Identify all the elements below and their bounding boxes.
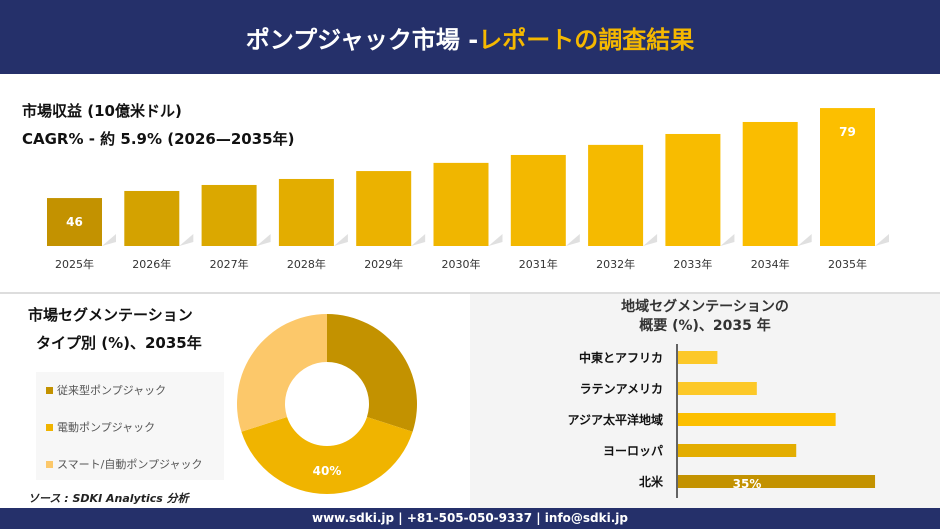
data-label: 40%: [313, 464, 342, 478]
bar-shadow: [102, 234, 116, 246]
footer-contact: www.sdki.jp | +81-505-050-9337 | info@sd…: [0, 508, 940, 529]
donut-slice: [236, 314, 327, 432]
x-tick-label: 2031年: [519, 257, 558, 271]
revenue-title: 市場収益 (10億米ドル): [22, 102, 182, 120]
bar: [47, 198, 102, 246]
bar: [124, 190, 180, 246]
bar-shadow: [875, 234, 889, 246]
x-tick-label: 2025年: [55, 257, 94, 271]
x-tick-label: 2026年: [132, 257, 171, 271]
revenue-panel: 市場収益 (10億米ドル) CAGR% - 約 5.9% (2026—2035年…: [0, 74, 940, 292]
y-tick-label: ヨーロッパ: [603, 444, 663, 458]
bar: [665, 133, 721, 246]
bar: [678, 351, 718, 364]
type-segment-panel: 市場セグメンテーション タイプ別 (%)、2035年 従来型ポンプジャック 電動…: [0, 292, 470, 508]
bar: [678, 413, 836, 426]
x-tick-label: 2027年: [210, 257, 249, 271]
revenue-bar-chart: 2025年 46 2026年 2027年 2028年 2029年 2030年 2031年 203…: [47, 108, 889, 271]
legend-item: 電動ポンプジャック: [46, 419, 155, 435]
bar: [433, 162, 489, 246]
x-tick-label: 2032年: [596, 257, 635, 271]
header: ポンプジャック市場 - レポートの調査結果: [0, 0, 940, 74]
bar: [201, 184, 257, 246]
bar-shadow: [256, 234, 271, 246]
donut-slice: [327, 314, 417, 432]
donut-legend: 従来型ポンプジャック 電動ポンプジャック スマート/自動ポンプジャック: [36, 372, 224, 480]
x-tick-label: 2029年: [364, 257, 403, 271]
data-label: 46: [66, 215, 83, 229]
data-label: 79: [839, 125, 856, 139]
y-tick-label: 中東とアフリカ: [579, 350, 663, 365]
data-label: 35%: [733, 477, 762, 491]
x-tick-label: 2034年: [751, 257, 790, 271]
y-tick-label: 北米: [639, 474, 664, 489]
bar: [588, 144, 644, 246]
bar-shadow: [488, 234, 503, 246]
x-tick-label: 2030年: [442, 257, 481, 271]
bar: [820, 108, 875, 246]
x-tick-label: 2033年: [673, 257, 712, 271]
bar: [742, 121, 798, 246]
x-tick-label: 2035年: [828, 257, 867, 271]
cagr-text: CAGR% - 約 5.9% (2026—2035年): [22, 130, 295, 148]
y-tick-label: アジア太平洋地域: [567, 412, 663, 427]
bar-shadow: [565, 234, 580, 246]
bar-shadow: [333, 234, 348, 246]
bar: [278, 178, 334, 246]
bar: [510, 154, 566, 246]
region-segment-panel: 地域セグメンテーションの 概要 (%)、2035 年 中東とアフリカ ラテンアメリカ…: [470, 292, 940, 508]
title-accent: レポートの調査結果: [478, 25, 695, 54]
legend-swatch: [46, 423, 53, 431]
bar: [678, 475, 876, 488]
legend-swatch: [46, 460, 53, 468]
bar-shadow: [797, 234, 812, 246]
legend-item: スマート/自動ポンプジャック: [46, 456, 203, 472]
donut-slice: [241, 416, 413, 495]
x-tick-label: 2028年: [287, 257, 326, 271]
segment-title-2: タイプ別 (%)、2035年: [36, 334, 202, 352]
bar-shadow: [179, 234, 194, 246]
legend-item: 従来型ポンプジャック: [46, 382, 166, 398]
bar-shadow: [411, 234, 426, 246]
region-title: 地域セグメンテーションの 概要 (%)、2035 年: [621, 299, 789, 334]
y-tick-label: ラテンアメリカ: [580, 382, 663, 396]
bar-shadow: [643, 234, 658, 246]
type-donut-chart: 40%: [236, 314, 417, 495]
legend-swatch: [46, 386, 53, 394]
source-note: ソース : SDKI Analytics 分析: [28, 492, 189, 505]
segment-title-1: 市場セグメンテーション: [28, 306, 193, 324]
bar: [356, 171, 412, 246]
bar: [678, 444, 797, 457]
bar-shadow: [720, 234, 735, 246]
bar: [678, 382, 757, 395]
title-main: ポンプジャック市場 -: [245, 25, 479, 54]
